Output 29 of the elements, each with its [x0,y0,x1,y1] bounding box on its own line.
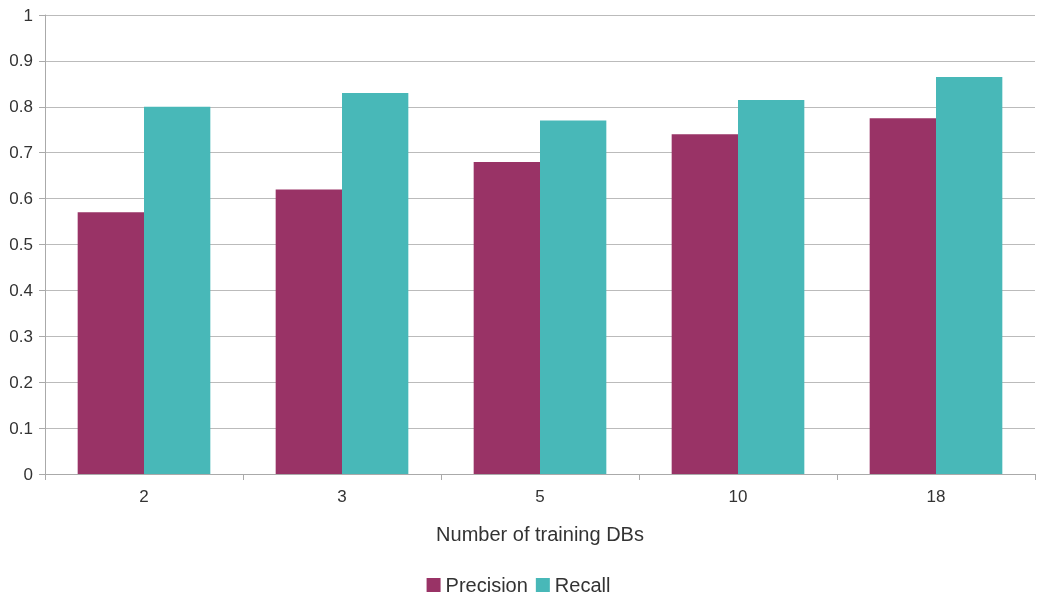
legend-label: Precision [445,574,528,596]
y-tick-label: 0.6 [9,189,33,209]
x-tick-label: 5 [535,487,545,506]
x-tick-label: 18 [926,487,946,506]
y-tick-label: 0.4 [9,280,33,300]
y-tick-label: 0.5 [9,235,33,254]
bar [275,189,342,474]
bar [540,120,607,474]
legend-label: Recall [554,574,611,596]
bar [144,106,211,474]
y-tick-label: 0.3 [9,326,33,346]
y-tick-label: 0.8 [9,97,33,117]
y-tick-label: 0.1 [9,418,33,438]
y-tick-label: 0.7 [9,143,33,163]
y-tick-label: 0.9 [9,51,33,71]
y-tick-label: 0.2 [9,372,33,392]
bar [671,134,738,474]
bar [936,76,1003,474]
bar [77,212,144,474]
x-axis-title: Number of training DBs [436,523,644,545]
bar [738,99,805,474]
x-tick-label: 10 [728,487,748,506]
bar [869,118,936,474]
x-tick-label: 3 [337,487,347,506]
y-tick-label: 1 [23,5,33,25]
bar [473,161,540,474]
bar [342,93,409,474]
y-tick-label: 0 [23,464,33,484]
x-tick-label: 2 [139,487,149,506]
